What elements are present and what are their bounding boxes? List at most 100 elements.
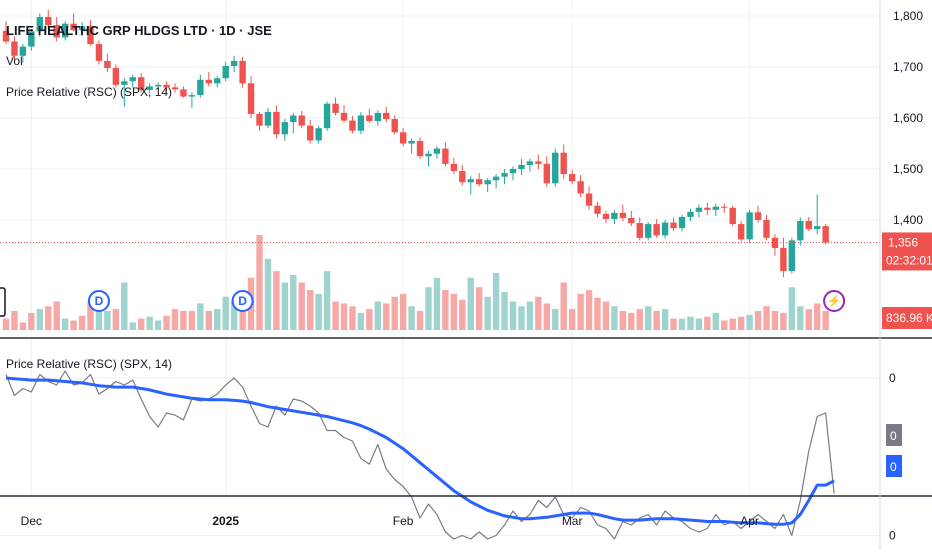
candle-body [585, 193, 593, 206]
event-markers[interactable]: D D ⚡ [87, 290, 846, 312]
volume-bar [577, 293, 584, 330]
candle-body [2, 30, 10, 42]
candle-body [577, 181, 584, 194]
candle-body [121, 81, 128, 85]
volume-bar [678, 318, 686, 330]
last-price-badge [882, 232, 932, 271]
candle-body [281, 122, 289, 135]
volume-bar [154, 320, 162, 330]
volume-bar [416, 311, 424, 330]
volume-bar [560, 282, 567, 330]
candle-body [467, 179, 474, 183]
candle-body [754, 212, 762, 220]
candle-body [307, 125, 314, 141]
candle-body [383, 112, 390, 120]
rsc-legend-label[interactable]: Price Relative (RSC) (SPX, 14) [6, 85, 173, 99]
volume-bar [661, 309, 669, 330]
candle-body [552, 152, 559, 184]
candle-body [28, 31, 35, 47]
candle-body [205, 79, 212, 84]
candle-body [535, 161, 542, 164]
volume-bar [594, 297, 601, 330]
time-tick-label: Apr [740, 514, 759, 528]
volume-bar [214, 309, 221, 330]
volume-bar [112, 309, 120, 330]
candle-body [332, 103, 339, 113]
candle-body [704, 207, 711, 210]
candle-body [366, 115, 373, 122]
volume-bar [585, 290, 593, 330]
candle-body [70, 23, 77, 31]
dividend-marker[interactable]: D [87, 290, 110, 312]
lightning-event-marker[interactable]: ⚡ [823, 290, 846, 312]
volume-bar [104, 311, 111, 330]
volume-bar [704, 316, 711, 330]
last-price-value: 1,356 [888, 235, 918, 249]
candle-body [653, 224, 660, 236]
candle-body [788, 240, 796, 271]
candle-body [146, 86, 153, 90]
candle-body [11, 41, 18, 56]
volume-bar [602, 301, 610, 330]
lower-pane-legend-label[interactable]: Price Relative (RSC) (SPX, 14) [6, 357, 173, 371]
volume-bar [290, 274, 297, 330]
volume-bar [425, 287, 432, 330]
volume-bar [19, 322, 27, 330]
volume-bar [11, 311, 18, 330]
volume-bar [180, 311, 187, 330]
rsc-badge [886, 424, 902, 446]
candle-body [822, 226, 829, 243]
candle-body [678, 216, 686, 229]
volume-legend-label[interactable]: Vol [6, 54, 23, 68]
candle-body [222, 65, 229, 79]
volume-bar [408, 306, 415, 330]
candle-body [214, 78, 221, 84]
volume-bar [645, 306, 652, 330]
candle-body [737, 224, 745, 240]
ma-badge-value: 0 [890, 460, 897, 474]
volume-bar [611, 306, 618, 330]
candle-body [602, 213, 610, 219]
candle-body [95, 44, 103, 61]
candle-body [163, 84, 170, 88]
symbol-title[interactable]: LIFE HEALTHC GRP HLDGS LTD · 1D · JSE [6, 23, 272, 38]
dividend-marker[interactable]: D [231, 290, 254, 312]
volume-bar [70, 320, 77, 330]
volume-bar [239, 306, 246, 330]
rsc-line [5, 370, 835, 540]
volume-bar [121, 282, 128, 330]
candle-body [171, 87, 179, 90]
volume-bar [188, 311, 196, 330]
volume-bar [28, 312, 35, 330]
volume-bar [281, 282, 289, 330]
candle-body [138, 77, 145, 90]
candle-body [273, 111, 280, 135]
volume-bar [256, 235, 263, 330]
volume-bar [737, 316, 745, 330]
volume-bar [695, 318, 703, 330]
volume-bar [2, 318, 10, 330]
candle-body [416, 140, 424, 157]
volume-bar [712, 312, 719, 330]
volume-bar [788, 287, 796, 330]
price-badges: 1,356 02:32:01 836.96 K 0 0 [882, 232, 932, 477]
volume-bar [61, 318, 69, 330]
candle-body [611, 212, 618, 219]
candle-body [78, 26, 86, 31]
volume-bar [484, 296, 491, 330]
candle-body [814, 226, 821, 230]
volume-bar [568, 309, 576, 330]
volume-bar [87, 301, 94, 330]
candle-body [805, 221, 812, 230]
volume-bar [450, 293, 458, 330]
volume-value: 836.96 K [886, 311, 932, 325]
candle-body [619, 212, 627, 218]
candle-body [492, 176, 500, 181]
volume-bar [323, 271, 331, 330]
volume-bar [509, 301, 517, 330]
volume-bar [366, 309, 373, 330]
volume-bar [492, 273, 500, 330]
volume-bar [771, 311, 779, 330]
